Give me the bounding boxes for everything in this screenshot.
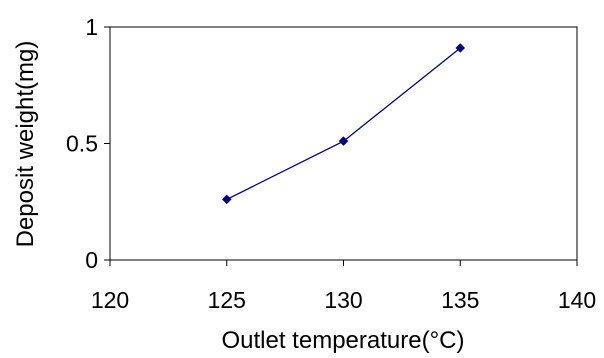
data-point [338, 136, 349, 147]
x-tick-label: 120 [91, 287, 129, 313]
series-line [226, 47, 461, 200]
data-point [221, 194, 232, 205]
x-tick-label: 125 [208, 287, 246, 313]
y-axis-title: Deposit weight(mg) [12, 41, 39, 248]
y-axis-ticks: 00.51 [66, 14, 110, 273]
y-tick-label: 0.5 [66, 131, 98, 157]
x-axis-ticks: 120 125 130 135 140 [91, 260, 596, 313]
x-tick-label: 135 [441, 287, 479, 313]
series-layer [221, 43, 466, 205]
x-tick-label: 140 [558, 287, 596, 313]
y-tick-label: 0 [85, 247, 98, 273]
x-axis-title: Outlet temperature(°C) [221, 327, 464, 354]
y-tick-label: 1 [85, 14, 98, 40]
x-tick-label: 130 [324, 287, 362, 313]
data-point [455, 43, 466, 53]
